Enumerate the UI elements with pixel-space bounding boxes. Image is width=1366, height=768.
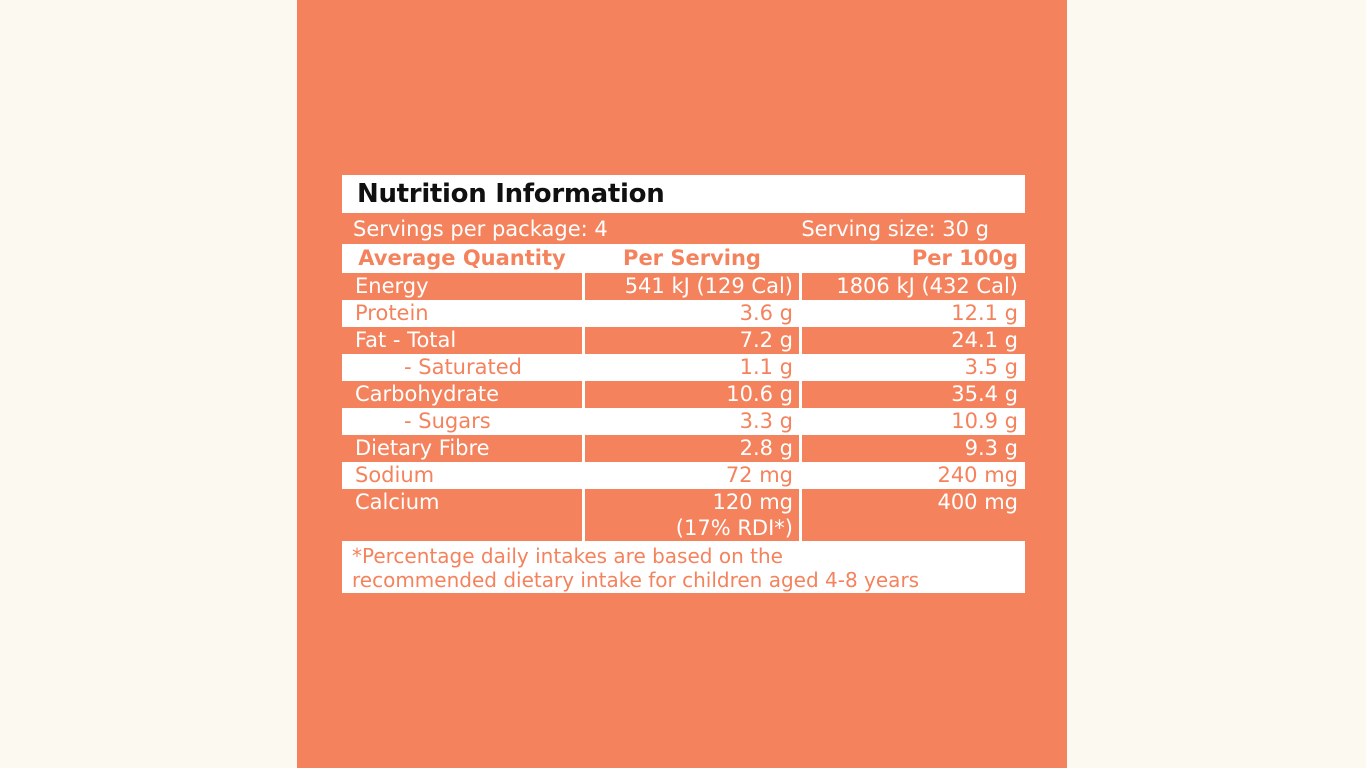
nutrient-name: Fat - Total: [342, 327, 582, 354]
table-row-saturated: - Saturated 1.1 g 3.5 g: [342, 354, 1025, 381]
per-100g-value: 240 mg: [937, 463, 1018, 487]
footnote-line-1: *Percentage daily intakes are based on t…: [352, 544, 783, 568]
nutrient-name: Calcium: [342, 489, 582, 541]
per-serving-value: 541 kJ (129 Cal): [585, 273, 799, 300]
table-row-energy: Energy 541 kJ (129 Cal) 1806 kJ (432 Cal…: [342, 273, 1025, 300]
column-header-per-serving: Per Serving: [623, 246, 761, 270]
table-row-fat-total: Fat - Total 7.2 g 24.1 g: [342, 327, 1025, 354]
table-row-sugars: - Sugars 3.3 g 10.9 g: [342, 408, 1025, 435]
per-serving-value: 3.3 g: [739, 409, 793, 433]
nutrient-name: - Sugars: [404, 409, 491, 433]
nutrient-name: Sodium: [355, 463, 435, 487]
per-100g-value: 400 mg: [802, 489, 1025, 541]
table-row-calcium: Calcium 120 mg (17% RDI*) 400 mg: [342, 489, 1025, 541]
per-100g-value: 1806 kJ (432 Cal): [802, 273, 1025, 300]
column-header-average-quantity: Average Quantity: [358, 246, 566, 270]
per-serving-value: 120 mg (17% RDI*): [585, 489, 799, 541]
servings-band: Servings per package: 4 Serving size: 30…: [342, 213, 1025, 244]
serving-size: Serving size: 30 g: [801, 216, 989, 241]
coral-panel: Nutrition Information Servings per packa…: [297, 0, 1067, 768]
table-row-dietary-fibre: Dietary Fibre 2.8 g 9.3 g: [342, 435, 1025, 462]
table-row-carbohydrate: Carbohydrate 10.6 g 35.4 g: [342, 381, 1025, 408]
per-serving-value: 2.8 g: [585, 435, 799, 462]
per-100g-value: 3.5 g: [964, 355, 1018, 379]
column-header-row: Average Quantity Per Serving Per 100g: [342, 244, 1025, 273]
per-serving-value: 72 mg: [725, 463, 793, 487]
per-serving-amount: 120 mg: [712, 490, 793, 514]
table-row-sodium: Sodium 72 mg 240 mg: [342, 462, 1025, 489]
per-serving-value: 7.2 g: [585, 327, 799, 354]
nutrient-name: - Saturated: [404, 355, 522, 379]
per-100g-value: 9.3 g: [802, 435, 1025, 462]
per-100g-value: 12.1 g: [951, 301, 1018, 325]
nutrition-label-card: Nutrition Information Servings per packa…: [342, 175, 1025, 593]
per-serving-value: 3.6 g: [739, 301, 793, 325]
table-row-protein: Protein 3.6 g 12.1 g: [342, 300, 1025, 327]
per-serving-rdi-note: (17% RDI*): [675, 516, 793, 540]
per-100g-value: 24.1 g: [802, 327, 1025, 354]
column-header-per-100g: Per 100g: [911, 246, 1018, 270]
nutrition-title: Nutrition Information: [357, 179, 665, 209]
per-serving-value: 1.1 g: [739, 355, 793, 379]
servings-per-package: Servings per package: 4: [353, 216, 608, 241]
rdi-footnote: *Percentage daily intakes are based on t…: [342, 541, 1025, 592]
per-100g-value: 35.4 g: [802, 381, 1025, 408]
nutrient-name: Energy: [342, 273, 582, 300]
footnote-line-2: recommended dietary intake for children …: [352, 568, 920, 592]
nutrient-name: Dietary Fibre: [342, 435, 582, 462]
per-100g-value: 10.9 g: [951, 409, 1018, 433]
nutrient-name: Carbohydrate: [342, 381, 582, 408]
nutrient-name: Protein: [355, 301, 429, 325]
per-serving-value: 10.6 g: [585, 381, 799, 408]
